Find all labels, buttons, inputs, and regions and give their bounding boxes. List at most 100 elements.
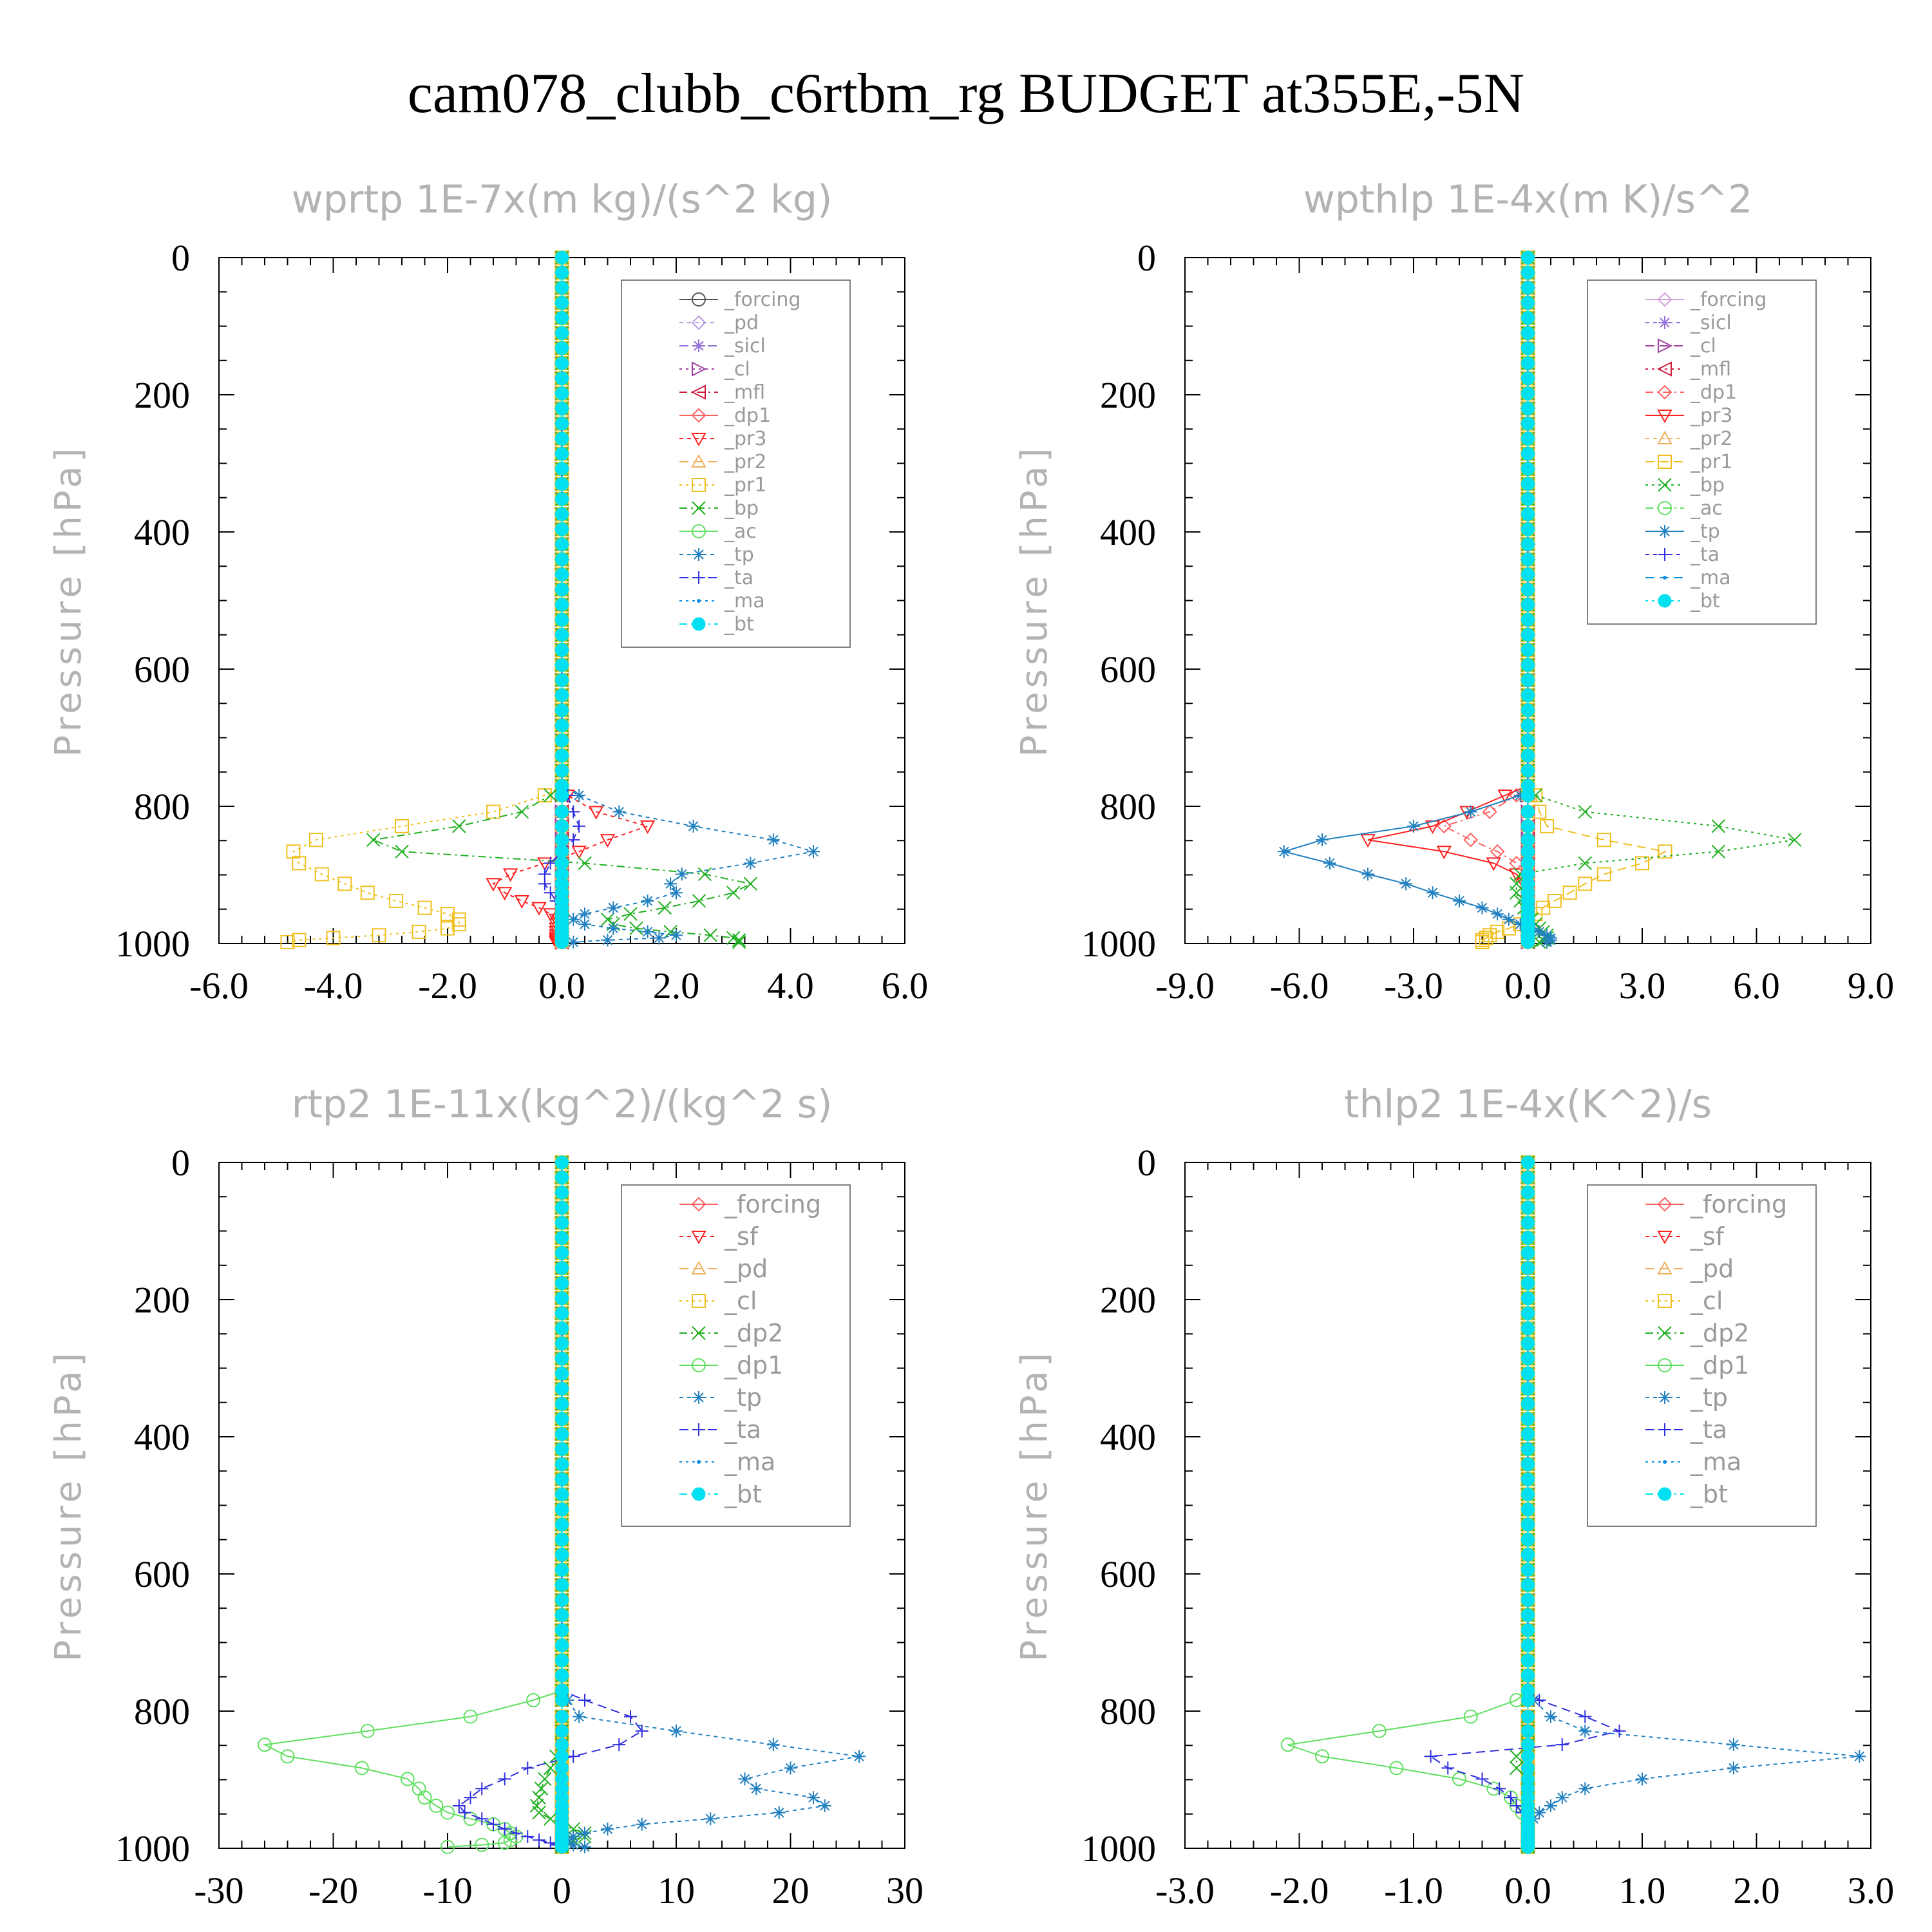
data-point (1521, 311, 1535, 325)
data-point (555, 296, 569, 310)
data-point (555, 1608, 569, 1622)
x-tick-label: -3.0 (1155, 1870, 1215, 1911)
data-point (1475, 1772, 1489, 1786)
series-pr1 (280, 251, 569, 949)
legend-entry: _bt (1645, 590, 1720, 612)
legend-marker (1663, 1460, 1667, 1464)
data-point (555, 1533, 569, 1547)
y-axis-label: Pressure [hPa] (48, 1349, 90, 1662)
data-point (400, 1772, 415, 1786)
legend-marker (1658, 1391, 1671, 1404)
data-point (555, 326, 569, 340)
data-point (555, 356, 569, 370)
data-point (544, 857, 557, 870)
data-point (1521, 537, 1535, 551)
data-point (1521, 703, 1535, 717)
data-point (555, 748, 569, 762)
data-point (1463, 1709, 1478, 1724)
legend-marker (1658, 501, 1672, 515)
data-point (280, 1749, 295, 1764)
x-tick-label: 20 (772, 1870, 810, 1911)
legend-marker (1658, 594, 1672, 608)
data-point (555, 281, 569, 295)
legend-entry: _ma (1645, 567, 1731, 589)
x-tick-label: -1.0 (1384, 1870, 1443, 1911)
legend (621, 1184, 851, 1527)
data-point (1453, 894, 1466, 907)
data-point (1521, 1623, 1535, 1637)
data-point (1540, 929, 1554, 942)
data-point (544, 1836, 557, 1850)
legend-marker (691, 1197, 706, 1212)
data-point (1361, 867, 1374, 881)
data-point (354, 1761, 369, 1776)
legend-label: _ac (724, 520, 757, 543)
legend-label: _sicl (1690, 312, 1732, 334)
legend-entry: _forcing (679, 289, 800, 311)
data-point (624, 1710, 637, 1723)
legend-entry: _ta (679, 1416, 761, 1444)
data-point (534, 1781, 549, 1796)
data-point (1389, 1761, 1404, 1776)
legend-marker (690, 384, 706, 400)
data-point (502, 868, 518, 882)
data-point (1521, 1533, 1535, 1547)
data-point (1521, 401, 1535, 415)
data-point (1521, 265, 1535, 279)
data-point (1521, 748, 1535, 762)
chart-panel-4: thlp2 1E-4x(K^2)/s Pressure [hPa] -3.0 -2.0… (1014, 1082, 1894, 1911)
data-point (555, 582, 569, 596)
data-point (1555, 1791, 1569, 1804)
y-tick-label: 600 (1100, 1553, 1156, 1595)
data-point (555, 1578, 569, 1592)
legend-marker (1658, 1358, 1672, 1372)
data-point (292, 856, 307, 871)
data-point (1521, 734, 1535, 748)
x-tick-label: -9.0 (1155, 965, 1215, 1007)
data-point (1521, 658, 1535, 672)
legend-label: _bp (1690, 474, 1725, 497)
data-point (1521, 1246, 1535, 1260)
series-ta (452, 1156, 649, 1853)
legend-label: _cl (724, 1287, 757, 1315)
legend-label: _cl (1690, 1287, 1723, 1315)
legend-entry: _dp1 (679, 404, 771, 427)
data-point (555, 1170, 569, 1184)
data-point (1510, 1749, 1524, 1763)
legend-entry: _bp (1645, 474, 1725, 497)
x-tick-label: 10 (658, 1870, 695, 1911)
y-tick-label: 200 (134, 1279, 190, 1321)
data-point (555, 658, 569, 672)
data-point (1711, 819, 1726, 833)
data-point (1555, 1738, 1569, 1752)
legend-entry: _ma (679, 1448, 775, 1476)
data-point (1521, 1412, 1535, 1426)
data-point (555, 1261, 569, 1275)
legend-entry: _pr3 (679, 428, 766, 450)
data-point (1521, 1693, 1535, 1707)
legend-marker (692, 1326, 706, 1340)
series-line (458, 1162, 643, 1848)
data-point (458, 1806, 471, 1819)
data-point (566, 1822, 580, 1836)
data-point (766, 833, 780, 847)
legend-marker (692, 1487, 706, 1501)
legend-marker (691, 433, 706, 447)
data-point (1533, 1806, 1546, 1819)
legend-label: _sf (724, 1222, 759, 1251)
data-point (1280, 1738, 1295, 1752)
data-point (1521, 1548, 1535, 1562)
y-tick-label: 0 (171, 1142, 190, 1184)
y-tick-label: 800 (1100, 786, 1156, 828)
data-point (1521, 1367, 1535, 1381)
data-point (1521, 1170, 1535, 1184)
data-point (555, 431, 569, 446)
data-point (526, 1692, 541, 1707)
legend-marker (1658, 525, 1671, 538)
data-point (395, 844, 409, 858)
data-point (1521, 1261, 1535, 1275)
data-point (1316, 833, 1329, 847)
data-point (498, 1772, 511, 1786)
legend-entry: _tp (1645, 1383, 1728, 1412)
data-point (1521, 1336, 1535, 1350)
